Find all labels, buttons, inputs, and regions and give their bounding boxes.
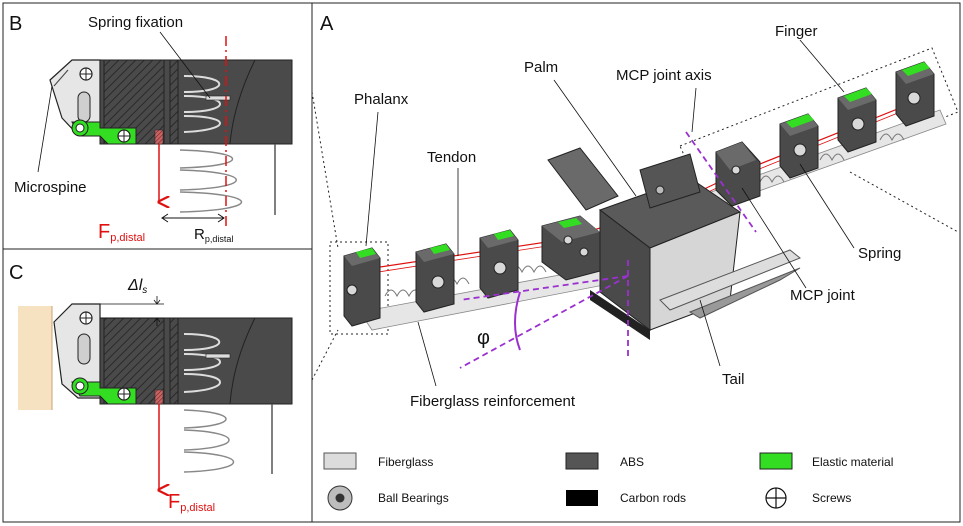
panel-label-b: B xyxy=(9,13,22,35)
mcp-joint-block xyxy=(715,141,761,207)
fiberglass-reinforcement-label: Fiberglass reinforcement xyxy=(410,393,576,410)
finger-label: Finger xyxy=(775,23,818,40)
phalanx-block xyxy=(415,243,455,313)
fiberglass-swatch xyxy=(323,452,357,470)
legend-label-elastic: Elastic material xyxy=(812,455,893,469)
legend: Fiberglass ABS Elastic material Ball Bea… xyxy=(323,452,893,511)
panel-label-c: C xyxy=(9,262,23,284)
carbon-swatch xyxy=(566,490,598,506)
delta-label-c: Δls xyxy=(127,277,147,296)
legend-label-abs: ABS xyxy=(620,455,644,469)
force-label-c: Fp,distal xyxy=(168,491,215,514)
finger-phalanx-block xyxy=(837,87,877,153)
legend-label-bearings: Ball Bearings xyxy=(378,491,449,505)
spring-fixation-label: Spring fixation xyxy=(88,14,183,31)
phalanx-block xyxy=(343,247,381,327)
panel-a-drawing xyxy=(311,39,959,387)
surface xyxy=(18,306,52,410)
mcp-joint-axis-label: MCP joint axis xyxy=(616,67,712,84)
phalanx-block xyxy=(479,229,519,299)
legend-label-carbon: Carbon rods xyxy=(620,491,686,505)
force-label-b: Fp,distal xyxy=(98,221,145,244)
legend-label-screws: Screws xyxy=(812,491,851,505)
legend-label-fiberglass: Fiberglass xyxy=(378,455,433,469)
panel-b-drawing xyxy=(37,31,293,230)
microspine-label: Microspine xyxy=(14,179,87,196)
abs-swatch xyxy=(565,452,599,470)
phalanx-block xyxy=(541,215,605,281)
finger-phalanx-block xyxy=(895,61,935,127)
spring-label: Spring xyxy=(858,245,901,262)
phalanx-label: Phalanx xyxy=(354,91,409,108)
tail-label: Tail xyxy=(722,371,745,388)
panel-label-a: A xyxy=(320,13,334,35)
tendon-label: Tendon xyxy=(427,149,476,166)
radius-label-b: Rp,distal xyxy=(194,226,233,244)
mcp-joint-label: MCP joint xyxy=(790,287,856,304)
panel-c-drawing xyxy=(18,296,293,490)
finger-phalanx-block xyxy=(779,113,819,179)
panel-a-frame xyxy=(311,2,961,523)
elastic-swatch xyxy=(759,452,793,470)
palm-label: Palm xyxy=(524,59,558,76)
phi-label: φ xyxy=(477,327,490,349)
